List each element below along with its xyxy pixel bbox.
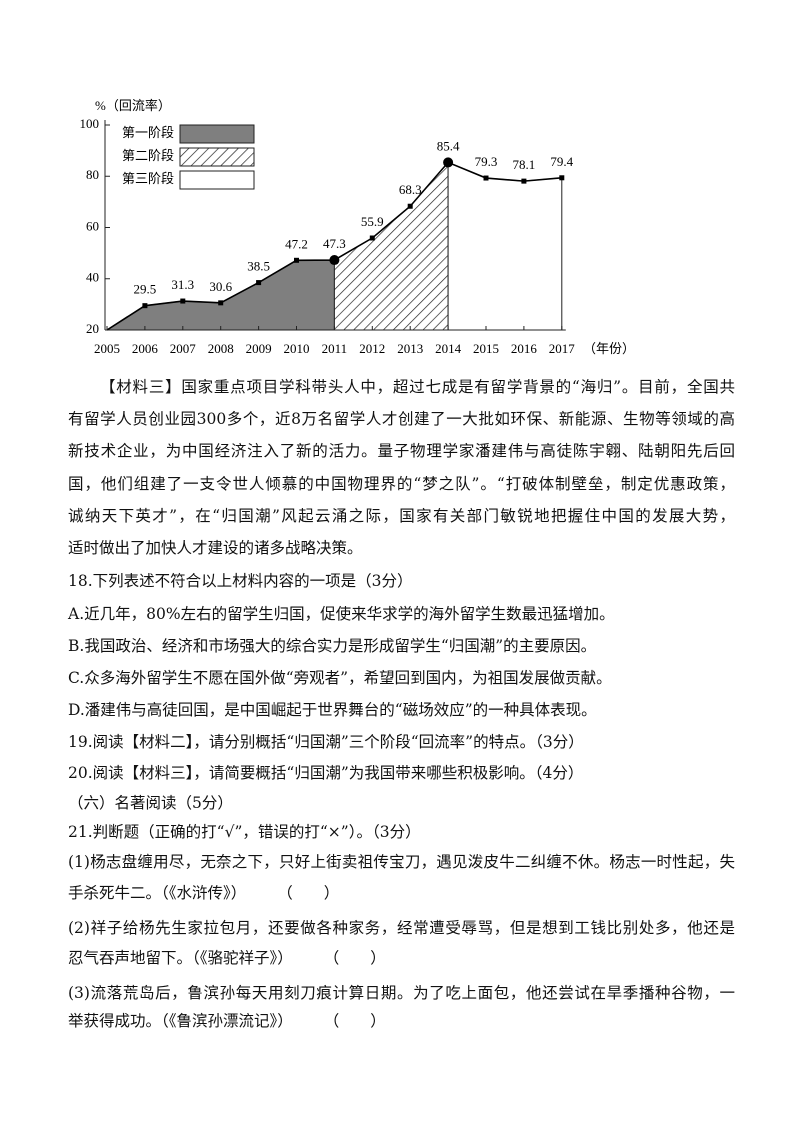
legend-swatch — [179, 124, 255, 144]
text-line: 手杀死牛二。（《水浒传》） （ ） — [68, 884, 340, 902]
text-line: B.我国政治、经济和市场强大的综合实力是形成留学生“归国潮”的主要原因。 — [68, 637, 597, 655]
point — [142, 303, 148, 309]
x-tick-label: 2008 — [208, 341, 234, 356]
point — [369, 235, 375, 241]
point — [294, 257, 299, 263]
text-line: D.潘建伟与高徒回国，是中国崛起于世界舞台的“磁场效应”的一种具体表现。 — [68, 701, 597, 719]
text-line: 有留学人员创业园300多个，近8万名留学人才创建了一大批如环保、新能源、生物等领… — [68, 410, 735, 428]
value-label: 68.3 — [399, 182, 422, 197]
text-line: （六）名著阅读（5分） — [68, 794, 233, 812]
point — [256, 280, 262, 286]
text-line: 21.判断题（正确的打“√”，错误的打“×”）。（3分） — [68, 823, 421, 841]
point — [329, 255, 340, 266]
x-axis-label: （年份） — [583, 341, 635, 356]
value-label: 79.3 — [475, 154, 498, 169]
y-tick-label: 80 — [86, 167, 99, 182]
y-tick-label: 20 — [86, 321, 99, 336]
x-tick-label: 2016 — [511, 341, 538, 356]
x-tick-label: 2006 — [132, 341, 159, 356]
value-label: 38.5 — [247, 259, 270, 274]
point — [407, 203, 413, 209]
value-label: 31.3 — [171, 277, 194, 292]
y-tick-label: 100 — [80, 116, 100, 131]
x-tick-label: 2012 — [359, 341, 385, 356]
x-tick-label: 2017 — [549, 341, 576, 356]
y-axis-label: %（回流率） — [95, 98, 171, 113]
value-label: 30.6 — [209, 279, 232, 294]
point — [443, 157, 454, 168]
value-label: 85.4 — [437, 138, 460, 153]
point — [483, 175, 489, 181]
text-line: (1)杨志盘缠用尽，无奈之下，只好上街卖祖传宝刀，遇见泼皮牛二纠缠不休。杨志一时… — [68, 853, 735, 871]
x-tick-label: 2009 — [246, 341, 272, 356]
point — [521, 178, 527, 184]
text-line: 国，他们组建了一支令世人倾慕的中国物理界的“梦之队”。“打破体制壁垒，制定优惠政… — [68, 475, 735, 493]
x-tick-label: 2007 — [170, 341, 197, 356]
value-label: 55.9 — [361, 214, 384, 229]
text-line: 适时做出了加快人才建设的诸多战略决策。 — [68, 539, 363, 557]
legend-label: 第二阶段 — [122, 148, 174, 163]
text-line: A.近几年，80%左右的留学生归国，促使来华求学的海外留学生数最迅猛增加。 — [68, 605, 615, 623]
legend-label: 第一阶段 — [122, 125, 174, 140]
value-label: 78.1 — [513, 157, 536, 172]
text-line: (2)祥子给杨先生家拉包月，还要做各种家务，经常遭受辱骂，但是想到工钱比别处多，… — [68, 919, 735, 937]
x-tick-label: 2015 — [473, 341, 499, 356]
value-label: 29.5 — [134, 282, 157, 297]
text-line: 诚纳天下英才”，在“归国潮”风起云涌之际，国家有关部门敏锐地把握住中国的发展大势… — [68, 507, 735, 525]
text-line: 新技术企业，为中国经济注入了新的活力。量子物理学家潘建伟与高徒陈宇翱、陆朝阳先后… — [68, 442, 735, 460]
legend-swatch — [179, 170, 255, 190]
legend-swatch — [179, 147, 255, 167]
stage-area — [333, 161, 449, 331]
x-tick-label: 2011 — [322, 341, 348, 356]
y-tick-label: 60 — [86, 218, 99, 233]
point — [218, 300, 224, 306]
y-tick-label: 40 — [86, 270, 99, 285]
text-line: 忍气吞声地留下。（《骆驼祥子》） （ ） — [68, 949, 386, 967]
text-line: (3)流落荒岛后，鲁滨孙每天用刻刀痕计算日期。为了吃上面包，他还尝试在旱季播种谷… — [68, 984, 735, 1002]
point — [559, 175, 565, 181]
stage-area — [447, 161, 563, 331]
text-line: C.众多海外留学生不愿在国外做“旁观者”，希望回到国内，为祖国发展做贡献。 — [68, 669, 612, 687]
text-line: 19.阅读【材料二】，请分别概括“归国潮”三个阶段“回流率”的特点。（3分） — [68, 733, 584, 751]
text-line: 【材料三】国家重点项目学科带头人中，超过七成是有留学背景的“海归”。目前，全国共 — [100, 378, 735, 396]
text-line: 20.阅读【材料三】，请简要概括“归国潮”为我国带来哪些积极影响。（4分） — [68, 764, 584, 782]
x-tick-label: 2010 — [284, 341, 310, 356]
x-tick-label: 2013 — [397, 341, 423, 356]
text-line: 18.下列表述不符合以上材料内容的一项是（3分） — [68, 572, 413, 590]
legend-label: 第三阶段 — [122, 171, 174, 186]
value-label: 47.3 — [323, 236, 346, 251]
x-tick-label: 2005 — [94, 341, 120, 356]
value-label: 79.4 — [550, 154, 573, 169]
point — [180, 298, 186, 304]
x-tick-label: 2014 — [435, 341, 462, 356]
text-line: 举获得成功。（《鲁滨孙漂流记》） （ ） — [68, 1012, 386, 1030]
value-label: 47.2 — [285, 236, 308, 251]
